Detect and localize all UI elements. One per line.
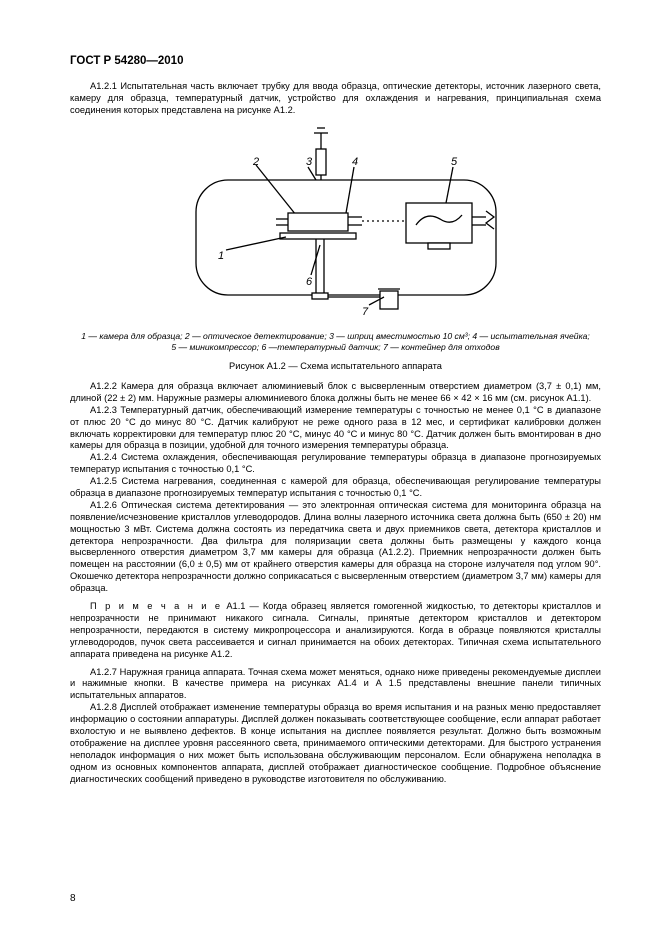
para-a121: А1.2.1 Испытательная часть включает труб…	[70, 81, 601, 117]
para-a122: А1.2.2 Камера для образца включает алюми…	[70, 381, 601, 405]
fig-label-4: 4	[352, 156, 358, 168]
fig-label-5: 5	[451, 156, 458, 168]
figure-a12: 2 3 4 5 1 6 7	[156, 125, 516, 325]
fig-label-7: 7	[362, 306, 369, 318]
page-number: 8	[70, 893, 76, 904]
legend-line1: 1 — камера для образца; 2 — оптическое д…	[81, 331, 590, 341]
fig-label-1: 1	[218, 250, 224, 262]
note-a11: П р и м е ч а н и е А1.1 — Когда образец…	[70, 601, 601, 660]
fig-label-2: 2	[252, 156, 259, 168]
document-page: ГОСТ Р 54280—2010 А1.2.1 Испытательная ч…	[0, 0, 661, 936]
para-a126: А1.2.6 Оптическая система детектирования…	[70, 500, 601, 595]
para-a125: А1.2.5 Система нагревания, соединенная с…	[70, 476, 601, 500]
para-a127: А1.2.7 Наружная граница аппарата. Точная…	[70, 667, 601, 703]
legend-line2: 5 — миникомпрессор; 6 —температурный дат…	[171, 342, 499, 352]
figure-caption: Рисунок А1.2 — Схема испытательного аппа…	[70, 361, 601, 371]
figure-legend: 1 — камера для образца; 2 — оптическое д…	[70, 331, 601, 353]
para-a128: А1.2.8 Дисплей отображает изменение темп…	[70, 702, 601, 785]
doc-header: ГОСТ Р 54280—2010	[70, 55, 601, 67]
para-a123: А1.2.3 Температурный датчик, обеспечиваю…	[70, 405, 601, 453]
note-label: П р и м е ч а н и е	[90, 601, 222, 611]
fig-label-3: 3	[306, 156, 313, 168]
para-a124: А1.2.4 Система охлаждения, обеспечивающа…	[70, 452, 601, 476]
fig-label-6: 6	[306, 276, 313, 288]
